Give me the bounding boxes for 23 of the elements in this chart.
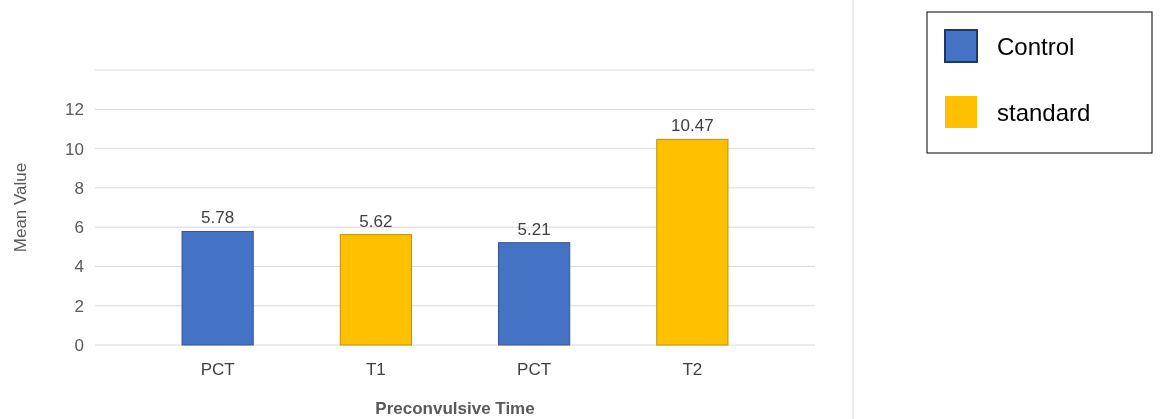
data-label: 10.47	[671, 116, 714, 136]
y-axis-title: Mean Value	[11, 162, 30, 253]
y-tick-label: 6	[74, 218, 84, 238]
y-tick-label: 2	[74, 296, 84, 316]
x-tick-label: T2	[682, 360, 703, 380]
legend-label: Control	[997, 33, 1075, 60]
y-tick-label: 8	[74, 178, 84, 198]
bar	[656, 138, 729, 346]
x-tick-label: T1	[365, 360, 386, 380]
data-label: 5.62	[359, 211, 393, 231]
y-tick-label: 12	[65, 100, 84, 120]
data-label: 5.78	[201, 208, 235, 228]
legend-label: standard	[997, 99, 1091, 126]
x-tick-label: PCT	[200, 360, 235, 380]
bar	[339, 234, 412, 346]
y-tick-label: 10	[65, 139, 84, 159]
bar	[181, 230, 254, 346]
bar	[498, 242, 571, 346]
y-tick-label: 0	[74, 335, 84, 355]
x-axis-title: Preconvulsive Time	[375, 399, 535, 418]
y-tick-label: 4	[74, 257, 84, 277]
x-tick-label: PCT	[517, 360, 552, 380]
data-label: 5.21	[517, 219, 551, 239]
